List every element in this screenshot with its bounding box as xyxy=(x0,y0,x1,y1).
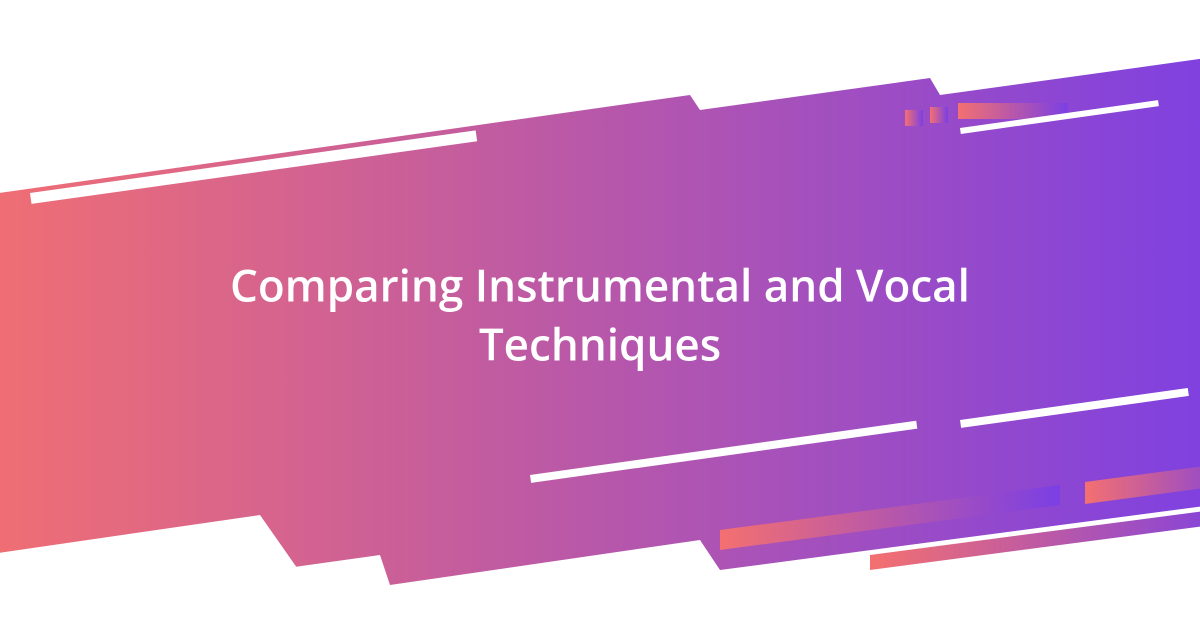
banner-title: Comparing Instrumental and Vocal Techniq… xyxy=(200,256,1000,375)
banner-container: Comparing Instrumental and Vocal Techniq… xyxy=(0,0,1200,630)
